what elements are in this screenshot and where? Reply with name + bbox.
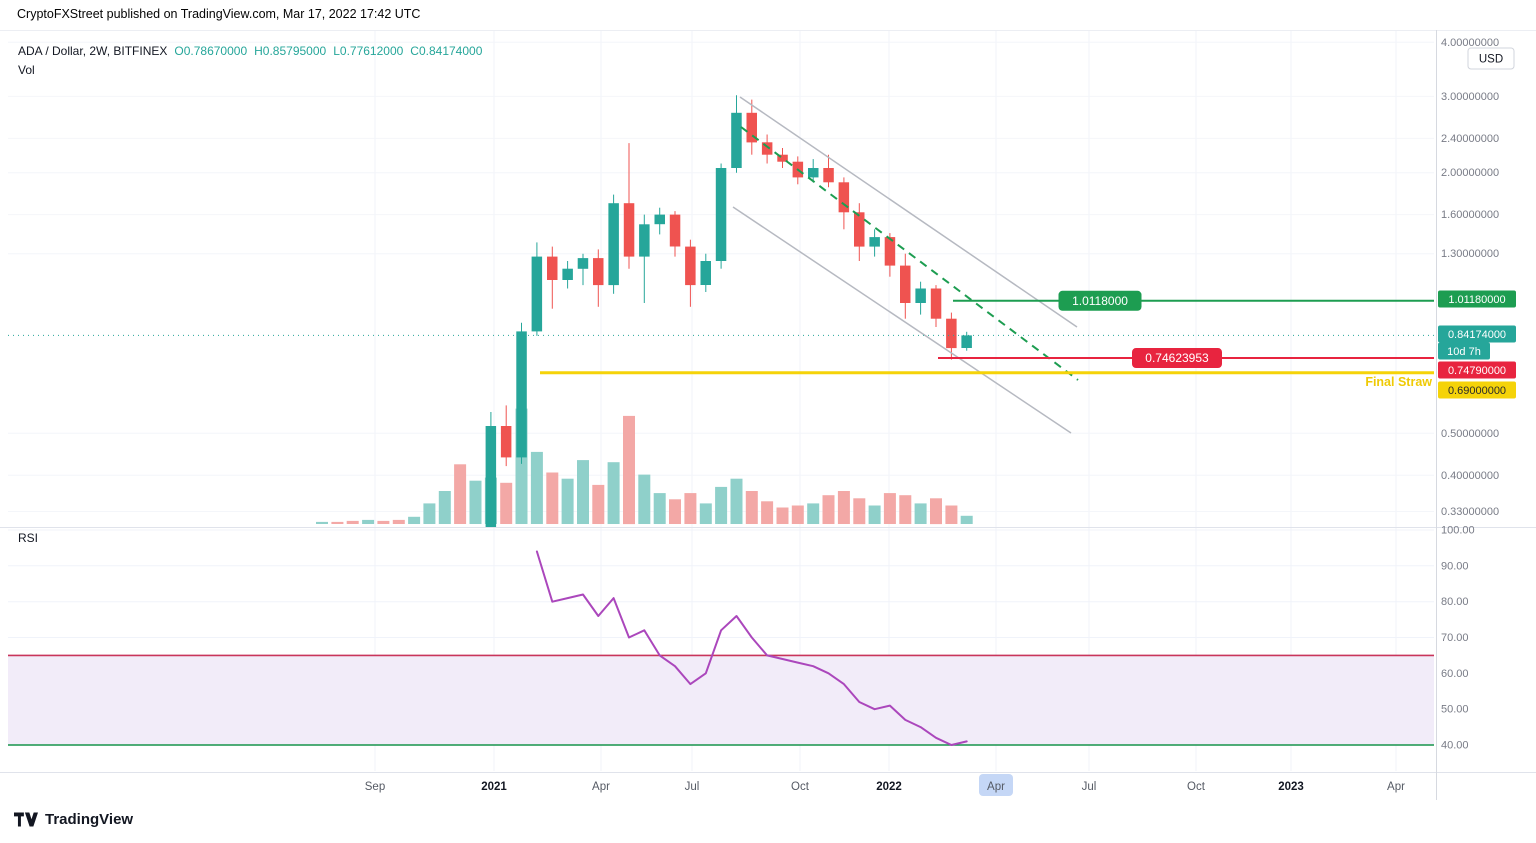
price-lines: 1.0118000 0.74623953 Final Straw (8, 290, 1434, 389)
price-axis-badge: 0.69000000 (1438, 381, 1516, 399)
svg-text:1.60000000: 1.60000000 (1441, 209, 1499, 221)
svg-text:0.50000000: 0.50000000 (1441, 428, 1499, 440)
svg-text:Oct: Oct (791, 781, 810, 793)
price-axis-badge: 10d 7h (1438, 342, 1490, 360)
price-axis-badge: 0.84174000 (1438, 325, 1516, 343)
svg-text:10d 7h: 10d 7h (1447, 346, 1481, 358)
open-label: O (174, 44, 184, 58)
svg-text:70.00: 70.00 (1441, 632, 1469, 644)
time-axis-highlight (979, 774, 1013, 796)
time-axis[interactable]: Sep 2021 Apr Jul Oct 2022 Apr Jul Oct 2023 Apr (365, 774, 1405, 796)
svg-text:Jul: Jul (685, 781, 700, 793)
svg-text:1.01180000: 1.01180000 (1448, 294, 1505, 306)
chart-legend: ADA / Dollar, 2W, BITFINEX O0.78670000 H0.… (18, 44, 482, 58)
svg-text:3.00000000: 3.00000000 (1441, 91, 1499, 103)
currency-button[interactable]: USD (1467, 47, 1515, 70)
svg-text:4.00000000: 4.00000000 (1441, 37, 1499, 49)
svg-text:Apr: Apr (592, 781, 610, 793)
svg-text:90.00: 90.00 (1441, 560, 1469, 572)
svg-text:1.30000000: 1.30000000 (1441, 248, 1499, 260)
support-dashed (740, 126, 1079, 381)
svg-text:1.0118000: 1.0118000 (1072, 294, 1128, 308)
ohlc-open: O0.78670000 (174, 44, 247, 58)
svg-text:50.00: 50.00 (1441, 704, 1469, 716)
close-label: C (410, 44, 419, 58)
published-bar: CryptoFXStreet published on TradingView.… (0, 0, 1536, 30)
open-value: 0.78670000 (183, 44, 248, 58)
rsi-indicator-label[interactable]: RSI (18, 531, 39, 545)
svg-text:2023: 2023 (1278, 781, 1304, 793)
price-axis-badge: 0.74790000 (1438, 361, 1516, 379)
svg-text:0.74623953: 0.74623953 (1145, 351, 1209, 365)
volume-indicator-label[interactable]: Vol (18, 63, 35, 77)
high-label: H (254, 44, 263, 58)
svg-text:2022: 2022 (876, 781, 902, 793)
svg-text:Jul: Jul (1082, 781, 1097, 793)
svg-text:40.00: 40.00 (1441, 740, 1469, 752)
svg-text:60.00: 60.00 (1441, 668, 1469, 680)
high-value: 0.85795000 (262, 44, 327, 58)
svg-text:0.40000000: 0.40000000 (1441, 470, 1499, 482)
tradingview-wordmark[interactable]: TradingView (45, 810, 134, 828)
published-text: CryptoFXStreet published on TradingView.… (17, 7, 421, 21)
svg-text:0.74790000: 0.74790000 (1448, 365, 1506, 377)
rsi-line (535, 550, 968, 746)
price-axis[interactable]: 4.00000000 3.00000000 2.40000000 2.00000000… (1438, 37, 1516, 752)
symbol-title[interactable]: ADA / Dollar, 2W, BITFINEX (18, 44, 168, 58)
svg-text:80.00: 80.00 (1441, 596, 1469, 608)
ohlc-high: H0.85795000 (254, 44, 326, 58)
ohlc-low: L0.77612000 (333, 44, 403, 58)
svg-text:2.00000000: 2.00000000 (1441, 167, 1499, 179)
low-value: 0.77612000 (339, 44, 404, 58)
svg-text:0.84174000: 0.84174000 (1448, 329, 1506, 341)
channel-bottom (732, 206, 1072, 434)
candles (485, 95, 972, 527)
close-value: 0.84174000 (418, 44, 483, 58)
svg-text:2021: 2021 (481, 781, 507, 793)
svg-text:Oct: Oct (1187, 781, 1206, 793)
footer: TradingView (0, 800, 1536, 838)
svg-text:0.33000000: 0.33000000 (1441, 506, 1499, 518)
rsi-band (8, 654, 1434, 746)
svg-text:Final Straw: Final Straw (1365, 375, 1432, 389)
svg-text:2.40000000: 2.40000000 (1441, 133, 1499, 145)
channel-top (739, 96, 1078, 328)
trend-lines (732, 96, 1079, 434)
svg-text:100.00: 100.00 (1441, 525, 1475, 537)
svg-text:Apr: Apr (1387, 781, 1405, 793)
price-axis-badge: 1.01180000 (1438, 290, 1516, 308)
ohlc-close: C0.84174000 (410, 44, 482, 58)
svg-text:Apr: Apr (987, 781, 1005, 793)
svg-text:USD: USD (1479, 54, 1503, 66)
low-label: L (333, 44, 340, 58)
tradingview-logo-icon (14, 811, 38, 827)
svg-text:0.69000000: 0.69000000 (1448, 385, 1506, 397)
svg-text:Sep: Sep (365, 781, 385, 793)
